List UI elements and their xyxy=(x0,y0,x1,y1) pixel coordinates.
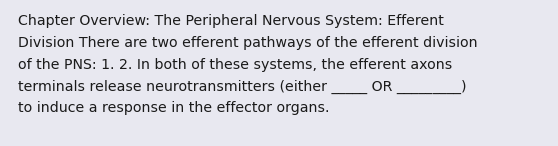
Text: Division There are two efferent pathways of the efferent division: Division There are two efferent pathways… xyxy=(18,36,478,50)
Text: terminals release neurotransmitters (either _____ OR _________): terminals release neurotransmitters (eit… xyxy=(18,79,466,94)
Text: of the PNS: 1. 2. In both of these systems, the efferent axons: of the PNS: 1. 2. In both of these syste… xyxy=(18,58,452,72)
Text: to induce a response in the effector organs.: to induce a response in the effector org… xyxy=(18,101,330,115)
Text: Chapter Overview: The Peripheral Nervous System: Efferent: Chapter Overview: The Peripheral Nervous… xyxy=(18,14,444,28)
